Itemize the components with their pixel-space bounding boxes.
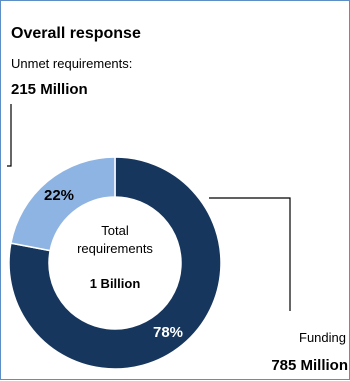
center-line1: Total [101, 223, 129, 238]
slice-label-funding: 78% [153, 324, 183, 341]
slice-funding [8, 156, 222, 370]
center-line3: 1 Billion [90, 276, 141, 291]
funding-leader-line [209, 197, 291, 311]
slice-unmet [9, 156, 116, 252]
funding-value: 785 Million [271, 357, 348, 374]
funding-label: Funding [299, 330, 346, 345]
unmet-leader-line [7, 104, 12, 167]
chart-title: Overall response [11, 25, 141, 42]
unmet-value: 215 Million [11, 81, 88, 98]
unmet-label: Unmet requirements: [11, 56, 133, 71]
slice-label-unmet: 22% [44, 187, 74, 204]
slices-group [8, 156, 222, 370]
center-line2: requirements [77, 241, 153, 256]
